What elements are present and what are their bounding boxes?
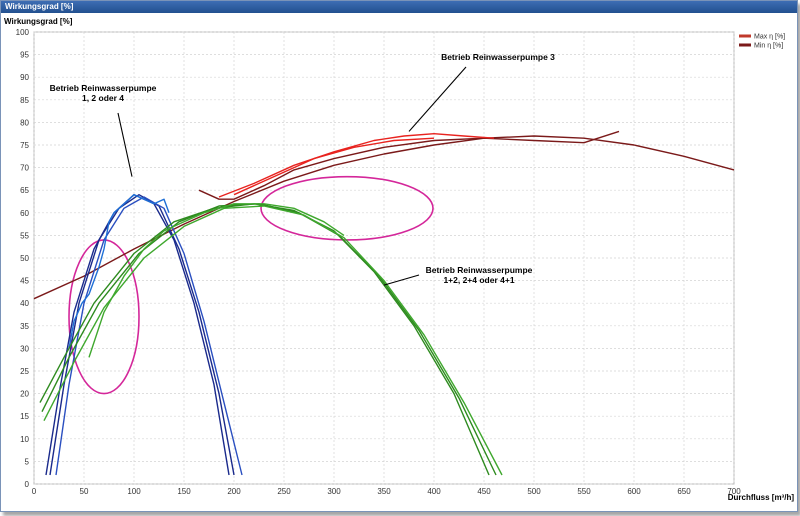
- y-tick-label: 40: [20, 299, 29, 308]
- x-tick-label: 150: [177, 487, 191, 496]
- annotation-pumps-combined-line: Betrieb Reinwasserpumpe: [426, 265, 533, 275]
- y-tick-label: 35: [20, 322, 29, 331]
- legend-swatch: [739, 34, 751, 38]
- x-axis-label: Durchfluss [m³/h]: [728, 493, 795, 502]
- x-tick-label: 300: [327, 487, 341, 496]
- y-tick-label: 20: [20, 390, 29, 399]
- y-tick-label: 70: [20, 164, 29, 173]
- y-tick-label: 25: [20, 367, 29, 376]
- x-tick-label: 100: [127, 487, 141, 496]
- grid: [33, 31, 735, 485]
- y-tick-label: 55: [20, 231, 29, 240]
- y-tick-label: 45: [20, 277, 29, 286]
- x-tick-label: 500: [527, 487, 541, 496]
- x-tick-label: 50: [80, 487, 89, 496]
- annotation-pumps-1-2-4-line: 1, 2 oder 4: [82, 93, 124, 103]
- y-axis-label: Wirkungsgrad [%]: [4, 17, 73, 26]
- series-line: [49, 194, 235, 476]
- y-tick-label: 10: [20, 435, 29, 444]
- series-line: [43, 205, 503, 476]
- series-line: [218, 133, 495, 198]
- legend: Max η [%] Min η [%]: [739, 34, 785, 50]
- annotation-pump-3: Betrieb Reinwasserpumpe 3: [441, 52, 555, 62]
- window-title: Wirkungsgrad [%]: [1, 1, 797, 13]
- y-tick-label: 15: [20, 412, 29, 421]
- y-tick-label: 65: [20, 186, 29, 195]
- annotation-pump-3-line: Betrieb Reinwasserpumpe 3: [441, 52, 555, 62]
- series-line: [233, 137, 435, 196]
- annotation-pumps-1-2-4-line: Betrieb Reinwasserpumpe: [50, 83, 157, 93]
- x-tick-label: 600: [627, 487, 641, 496]
- y-tick-label: 85: [20, 96, 29, 105]
- annotations: Betrieb Reinwasserpumpe 1, 2 oder 4Betrie…: [50, 52, 555, 286]
- x-tick-label: 400: [427, 487, 441, 496]
- y-tick-label: 75: [20, 141, 29, 150]
- y-tick-label: 5: [25, 457, 30, 466]
- annotation-pumps-combined: Betrieb Reinwasserpumpe 1+2, 2+4 oder 4+1: [426, 265, 533, 285]
- x-tick-label: 700: [727, 487, 741, 496]
- y-tick-label: 80: [20, 118, 29, 127]
- annotation-pointer: [383, 274, 420, 286]
- annotation-pointer: [408, 66, 467, 132]
- x-tick-label: 200: [227, 487, 241, 496]
- y-tick-label: 95: [20, 51, 29, 60]
- axes: 0 5 10 15 20 25 30 35 40 45 50 55 60 65 70 75 80 85 90 95 10…: [16, 28, 742, 496]
- x-tick-label: 0: [32, 487, 37, 496]
- x-tick-label: 650: [677, 487, 691, 496]
- legend-entry: Min η [%]: [754, 43, 783, 50]
- x-tick-label: 250: [277, 487, 291, 496]
- x-tick-label: 350: [377, 487, 391, 496]
- y-tick-label: 60: [20, 209, 29, 218]
- y-tick-label: 50: [20, 254, 29, 263]
- series-line: [68, 194, 170, 349]
- x-tick-label: 550: [577, 487, 591, 496]
- y-tick-label: 30: [20, 344, 29, 353]
- legend-entry: Max η [%]: [754, 34, 785, 41]
- legend-swatch: [739, 43, 751, 47]
- x-tick-label: 450: [477, 487, 491, 496]
- series-line: [88, 203, 345, 358]
- series-lines: [33, 130, 735, 476]
- annotation-pumps-combined-line: 1+2, 2+4 oder 4+1: [443, 275, 514, 285]
- y-tick-label: 90: [20, 73, 29, 82]
- annotation-pointer: [117, 112, 133, 177]
- y-tick-label: 0: [25, 480, 30, 489]
- y-tick-label: 100: [16, 28, 30, 37]
- annotation-pumps-1-2-4: Betrieb Reinwasserpumpe 1, 2 oder 4: [50, 83, 157, 103]
- series-line: [198, 130, 620, 200]
